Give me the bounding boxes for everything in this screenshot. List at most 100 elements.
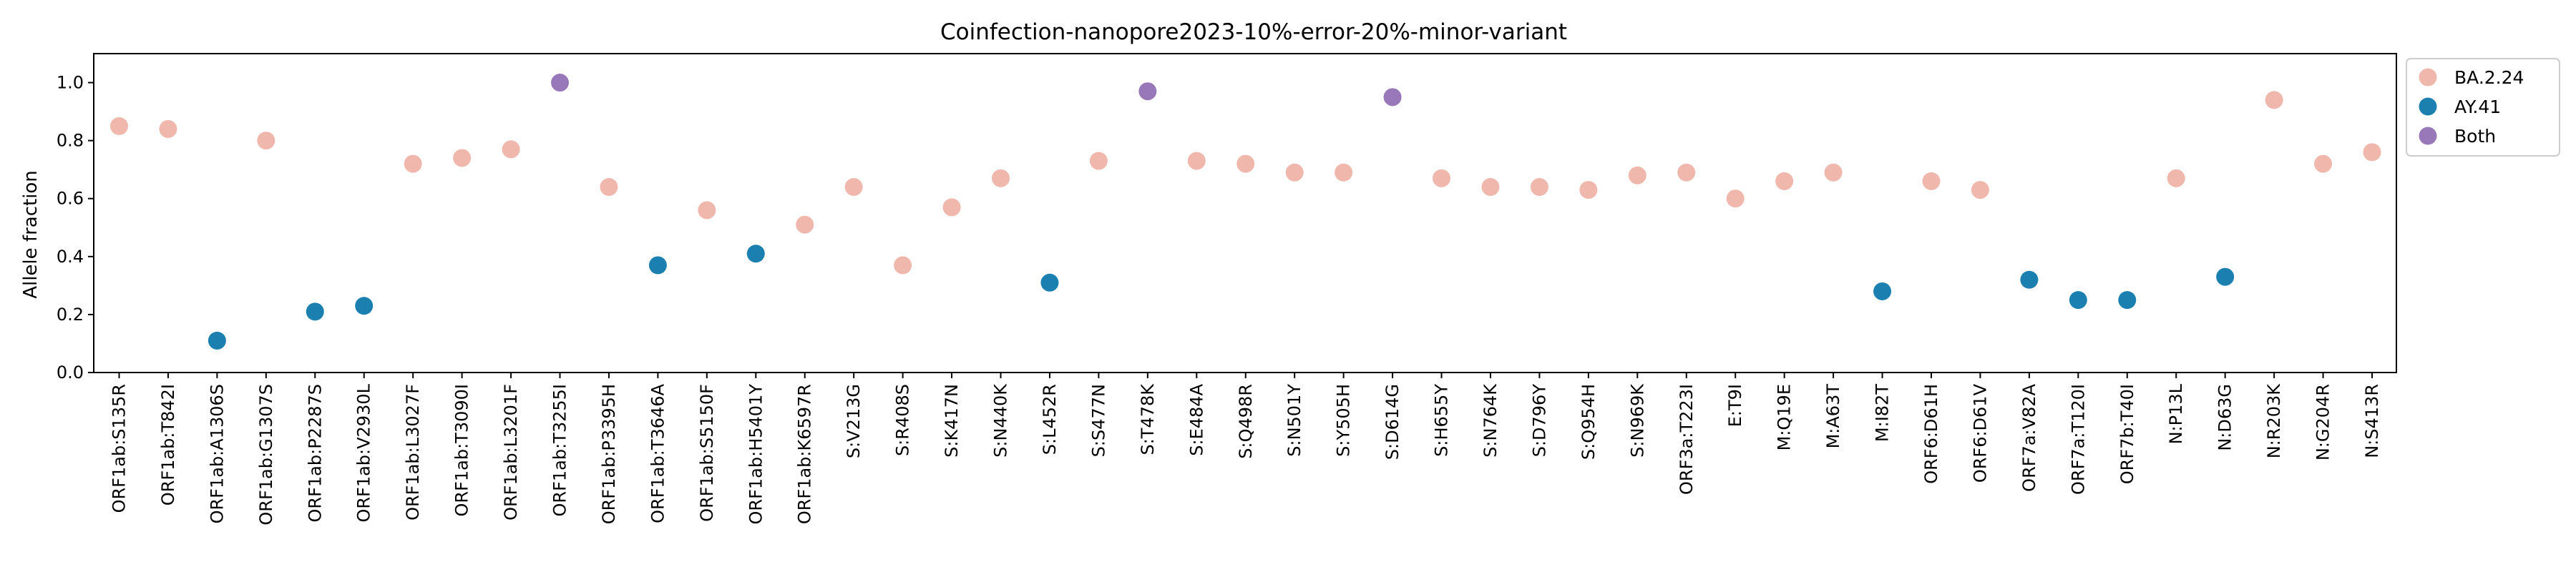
x-tick-label: S:N501Y	[1284, 384, 1304, 457]
data-point-ay-41	[2020, 270, 2039, 289]
x-tick-label: S:N440K	[991, 383, 1011, 458]
x-tick-label: M:I82T	[1873, 384, 1893, 442]
data-point-ay-41	[648, 256, 667, 275]
plot-frame	[93, 53, 2397, 373]
y-tick-label: 0.8	[57, 131, 84, 151]
data-point-both	[1383, 88, 1402, 107]
x-tick-label: S:Q954H	[1579, 384, 1599, 460]
x-tick-label: S:Y505H	[1334, 384, 1354, 457]
data-point-ay-41	[1040, 273, 1059, 292]
x-tick-label: ORF6:D61V	[1970, 383, 1990, 483]
plot-area: 0.0 0.2 0.4 0.6 0.8 1.0 ORF1ab:S135R ORF1ab:T84…	[57, 53, 2397, 526]
data-point-ba-2-24	[1335, 163, 1353, 182]
x-tick-label: N:S413R	[2362, 384, 2382, 458]
x-tick-label: ORF1ab:S135R	[109, 384, 130, 513]
x-tick-label: ORF7a:T120I	[2068, 384, 2088, 495]
x-tick-label: ORF1ab:P2287S	[305, 384, 325, 522]
x-tick-label: ORF7a:V82A	[2019, 383, 2039, 491]
x-tick-label: ORF7b:T40I	[2117, 384, 2137, 484]
data-point-ba-2-24	[1433, 169, 1451, 187]
data-point-both	[551, 74, 570, 92]
x-tick-label: S:S477N	[1088, 384, 1108, 457]
x-tick-label: ORF1ab:G1307S	[256, 384, 276, 526]
legend-marker	[2419, 127, 2437, 145]
x-tick-label: N:G204R	[2313, 384, 2333, 460]
y-tick-label: 0.2	[57, 305, 84, 325]
data-point-ba-2-24	[1824, 163, 1843, 182]
legend: BA.2.24 AY.41 Both	[2406, 58, 2560, 157]
x-tick-label: ORF1ab:P3395H	[599, 384, 619, 524]
data-point-ba-2-24	[992, 169, 1010, 187]
chart-title: Coinfection-nanopore2023-10%-error-20%-m…	[940, 19, 1567, 45]
legend-marker	[2419, 68, 2437, 87]
legend-label: Both	[2454, 126, 2496, 147]
data-point-ba-2-24	[844, 178, 863, 197]
x-tick-label: ORF1ab:T3090I	[452, 384, 472, 516]
x-tick-label: ORF1ab:K6597R	[795, 384, 815, 524]
data-point-ba-2-24	[698, 201, 716, 220]
data-point-ba-2-24	[1775, 172, 1794, 190]
legend-label: BA.2.24	[2454, 67, 2524, 88]
data-point-ba-2-24	[404, 154, 422, 173]
data-point-ay-41	[746, 245, 765, 263]
x-tick-label: ORF3a:T223I	[1677, 384, 1697, 495]
x-tick-label: S:T478K	[1138, 383, 1158, 455]
y-tick-label: 1.0	[57, 73, 84, 93]
data-point-ba-2-24	[1285, 163, 1304, 182]
data-point-ba-2-24	[1677, 163, 1696, 182]
data-point-both	[1138, 82, 1157, 101]
data-point-ay-41	[1873, 282, 1892, 300]
y-tick-label: 0.6	[57, 189, 84, 209]
data-point-ay-41	[355, 297, 374, 315]
x-tick-label: ORF1ab:T3255I	[550, 384, 570, 516]
data-point-ba-2-24	[2314, 154, 2333, 173]
y-tick-label: 0.0	[57, 363, 84, 383]
data-point-ba-2-24	[1089, 152, 1108, 170]
data-point-ba-2-24	[600, 178, 618, 197]
x-tick-label: S:N969K	[1627, 383, 1647, 458]
x-tick-label: M:Q19E	[1775, 384, 1795, 450]
data-point-ba-2-24	[1530, 178, 1548, 197]
x-tick-label: S:N764K	[1480, 383, 1501, 458]
data-point-ay-41	[306, 302, 324, 321]
x-tick-label: ORF1ab:V2930L	[354, 383, 374, 522]
x-tick-label: E:T9I	[1725, 384, 1745, 427]
data-point-ba-2-24	[796, 215, 814, 234]
x-tick-label: ORF1ab:L3201F	[501, 384, 521, 521]
data-point-ba-2-24	[1579, 181, 1598, 199]
x-tick-label: N:D63G	[2215, 384, 2235, 451]
legend-box	[2406, 58, 2560, 157]
x-tick-label: S:D614G	[1382, 384, 1402, 460]
data-point-ba-2-24	[1971, 181, 1989, 199]
data-point-ba-2-24	[942, 198, 961, 217]
x-tick-label: N:R203K	[2264, 383, 2284, 459]
data-point-ay-41	[2069, 291, 2087, 310]
x-tick-label: ORF1ab:A1306S	[207, 384, 227, 523]
y-tick-label: 0.4	[57, 247, 84, 267]
x-tick-label: ORF1ab:S5150F	[697, 384, 717, 522]
data-point-ba-2-24	[453, 149, 472, 167]
x-tick-label: ORF6:D61H	[1921, 384, 1941, 484]
data-point-ba-2-24	[159, 119, 177, 138]
x-tick-label: ORF1ab:T842I	[158, 384, 178, 506]
data-point-ba-2-24	[894, 256, 912, 275]
legend-label: AY.41	[2454, 97, 2501, 117]
y-axis-label: Allele fraction	[20, 170, 42, 299]
data-point-ba-2-24	[2363, 143, 2381, 162]
data-point-ay-41	[208, 331, 226, 350]
data-point-ba-2-24	[110, 117, 128, 135]
data-point-ba-2-24	[2167, 169, 2185, 187]
x-tick-label: S:E484A	[1186, 383, 1206, 455]
x-tick-label: N:P13L	[2166, 383, 2186, 444]
data-point-ba-2-24	[1481, 178, 1500, 197]
data-point-ba-2-24	[257, 132, 275, 150]
x-tick-label: S:K417N	[942, 384, 962, 458]
legend-marker	[2419, 97, 2437, 116]
x-tick-label: S:H655Y	[1432, 384, 1452, 457]
data-point-ay-41	[2118, 291, 2137, 310]
data-point-ba-2-24	[1628, 166, 1646, 184]
data-point-ay-41	[2216, 267, 2235, 286]
data-point-ba-2-24	[502, 140, 520, 159]
x-tick-label: S:D796Y	[1529, 384, 1549, 458]
data-point-ba-2-24	[1187, 152, 1206, 170]
